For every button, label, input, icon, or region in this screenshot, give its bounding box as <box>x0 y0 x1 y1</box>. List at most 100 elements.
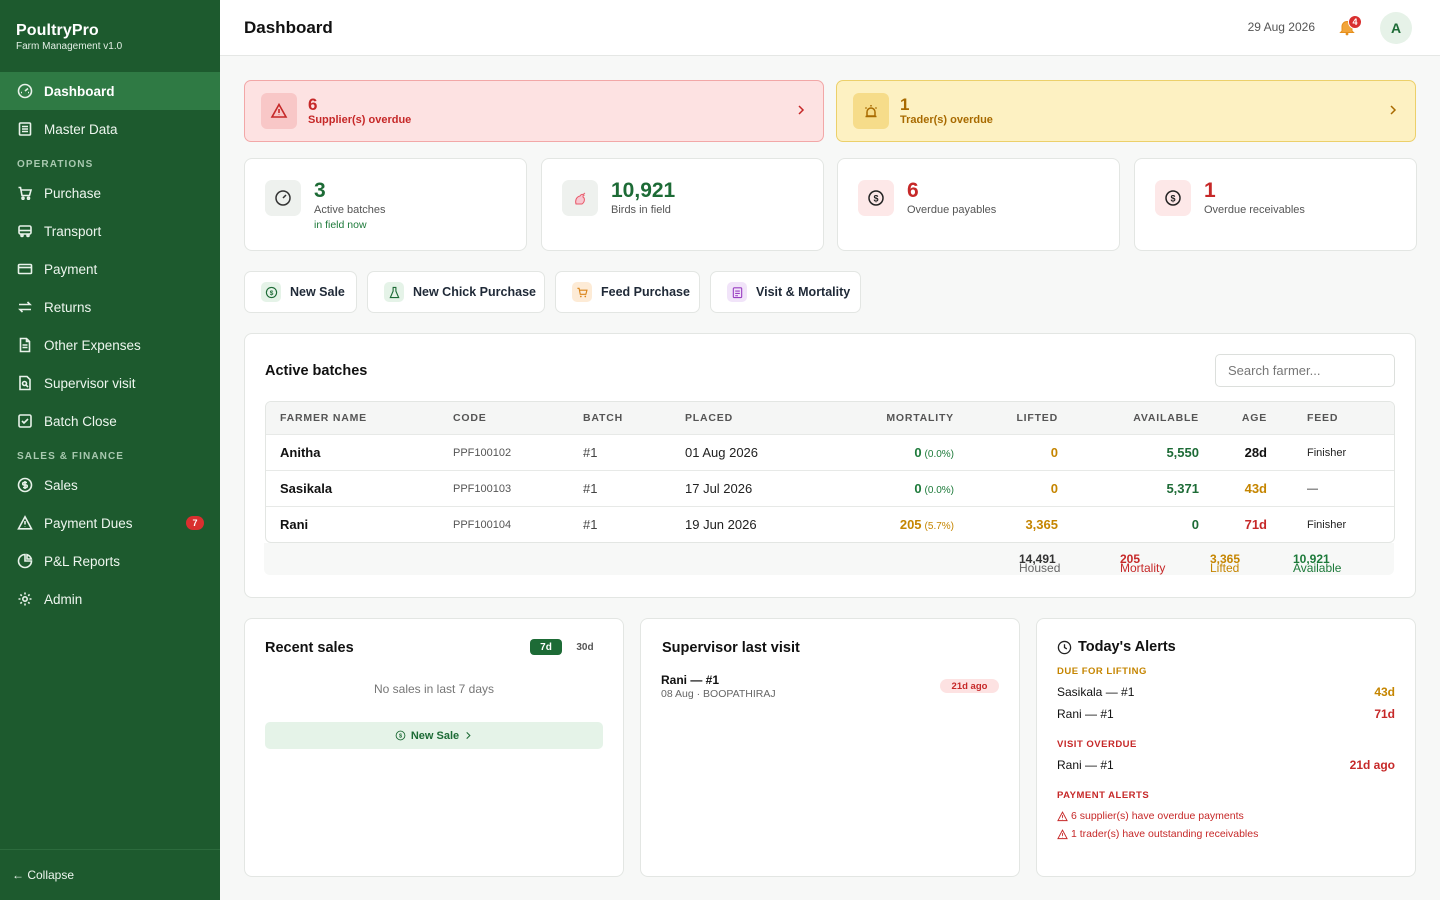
recent-sales-title: Recent sales <box>265 640 354 656</box>
col-lifted: LIFTED <box>1016 412 1058 424</box>
overdue-payables-label: Overdue payables <box>907 204 997 216</box>
col-mortality: MORTALITY <box>886 412 954 424</box>
sidebar-item-payment-dues[interactable]: Payment Dues 7 <box>0 504 220 542</box>
clock-icon <box>1057 640 1072 654</box>
sidebar-item-transport[interactable]: Transport <box>0 212 220 250</box>
sidebar-item-returns[interactable]: Returns <box>0 288 220 326</box>
batch-number: #1 <box>583 481 598 496</box>
housed-total: Housed 14,491 <box>1019 552 1060 575</box>
table-row[interactable]: Rani PPF100104 #1 19 Jun 2026 205 (5.7%) … <box>266 506 1394 542</box>
placed-date: 19 Jun 2026 <box>685 517 757 532</box>
available-total-label: Available <box>1293 561 1342 575</box>
list-item[interactable]: Rani — #1 21d ago <box>1057 758 1395 772</box>
placed-date: 01 Aug 2026 <box>685 445 759 460</box>
batch-number: #1 <box>583 445 598 460</box>
feed-purchase-button[interactable]: Feed Purchase <box>555 271 700 313</box>
sidebar-item-label: Master Data <box>44 121 118 137</box>
visit-details: 08 Aug · BOOPATHIRAJ <box>661 688 776 700</box>
sidebar-item-other-expenses[interactable]: Other Expenses <box>0 326 220 364</box>
suppliers-overdue-label: Supplier(s) overdue <box>308 114 412 126</box>
payment-alert-text: 1 trader(s) have outstanding receivables <box>1071 828 1259 840</box>
current-date: 29 Aug 2026 <box>1247 20 1315 34</box>
checkbox-icon <box>16 413 33 430</box>
table-row[interactable]: Anitha PPF100102 #1 01 Aug 2026 0 (0.0%) … <box>266 434 1394 470</box>
tab-30d[interactable]: 30d <box>576 641 594 653</box>
feed-value: — <box>1307 483 1318 495</box>
table-row[interactable]: Sasikala PPF100103 #1 17 Jul 2026 0 (0.0%… <box>266 470 1394 506</box>
batch-code: PPF100102 <box>453 447 512 459</box>
batches-totals: Housed 14,491 Mortality 205 Lifted 3,365… <box>264 543 1394 575</box>
active-batches-card[interactable]: 3 Active batches in field now <box>244 158 527 251</box>
list-item[interactable]: Sasikala — #1 43d <box>1057 685 1395 699</box>
payment-alert-item[interactable]: 1 trader(s) have outstanding receivables <box>1057 828 1258 840</box>
top-bar: Dashboard 29 Aug 2026 4 A <box>220 0 1440 56</box>
sidebar-item-supervisor-visit[interactable]: Supervisor visit <box>0 364 220 402</box>
col-batch: BATCH <box>583 412 623 424</box>
sidebar-item-payment[interactable]: Payment <box>0 250 220 288</box>
placed-date: 17 Jul 2026 <box>685 481 753 496</box>
chevron-right-icon <box>1387 104 1399 119</box>
new-sale-link-button[interactable]: $ New Sale <box>265 722 603 749</box>
lifting-batch-name: Sasikala — #1 <box>1057 685 1135 699</box>
sidebar-item-label: Payment Dues <box>44 515 133 531</box>
tab-7d[interactable]: 7d <box>530 639 562 655</box>
overdue-receivables-card[interactable]: $ 1 Overdue receivables <box>1134 158 1417 251</box>
lifting-batch-name: Rani — #1 <box>1057 707 1114 721</box>
dollar-circle-icon: $ <box>858 180 894 216</box>
sidebar-item-label: Transport <box>44 223 102 239</box>
due-for-lifting-heading: DUE FOR LIFTING <box>1057 666 1147 677</box>
available-value: 5,371 <box>1166 481 1199 496</box>
farmer-name: Sasikala <box>280 481 333 496</box>
sidebar-item-batch-close[interactable]: Batch Close <box>0 402 220 440</box>
collapse-button[interactable]: ← Collapse <box>0 849 220 900</box>
birds-in-field-card[interactable]: 10,921 Birds in field <box>541 158 824 251</box>
new-sale-button[interactable]: $ New Sale <box>244 271 357 313</box>
available-value: 5,550 <box>1166 445 1199 460</box>
payment-dues-badge: 7 <box>186 516 204 530</box>
farmer-name: Anitha <box>280 445 321 460</box>
search-farmer-input[interactable] <box>1215 354 1395 387</box>
avatar[interactable]: A <box>1380 12 1412 44</box>
sidebar-item-sales[interactable]: Sales <box>0 466 220 504</box>
document-icon <box>16 337 33 354</box>
mortality-cell: 0 (0.0%) <box>914 471 954 509</box>
lifted-total-label: Lifted <box>1210 561 1240 575</box>
chevron-right-icon <box>466 731 471 740</box>
page-title: Dashboard <box>244 18 333 37</box>
sidebar-item-label: P&L Reports <box>44 553 121 569</box>
sidebar-item-label: Sales <box>44 477 78 493</box>
sidebar-item-admin[interactable]: Admin <box>0 580 220 618</box>
gauge-icon <box>265 180 301 216</box>
supervisor-visit-title: Supervisor last visit <box>662 640 800 656</box>
traders-overdue-alert[interactable]: 1 Trader(s) overdue <box>836 80 1416 142</box>
traders-overdue-label: Trader(s) overdue <box>900 114 993 126</box>
payment-alerts-heading: PAYMENT ALERTS <box>1057 790 1150 801</box>
mortality-percent: (0.0%) <box>924 449 954 460</box>
brand-name: PoultryPro <box>16 22 99 39</box>
sidebar-item-pl-reports[interactable]: P&L Reports <box>0 542 220 580</box>
table-header: FARMER NAME CODE BATCH PLACED MORTALITY … <box>266 402 1394 434</box>
birds-in-field-label: Birds in field <box>611 204 671 216</box>
visit-batch-name: Rani — #1 <box>661 673 720 687</box>
no-sales-message: No sales in last 7 days <box>373 682 495 696</box>
suppliers-overdue-count: 6 <box>308 95 318 114</box>
dollar-circle-icon: $ <box>395 730 406 741</box>
sidebar-item-dashboard[interactable]: Dashboard <box>0 72 220 110</box>
dollar-circle-icon <box>16 477 33 494</box>
mortality-value: 0 <box>914 445 922 460</box>
pie-chart-icon <box>16 553 33 570</box>
new-chick-purchase-button[interactable]: New Chick Purchase <box>367 271 545 313</box>
sidebar-item-purchase[interactable]: Purchase <box>0 174 220 212</box>
overdue-payables-card[interactable]: $ 6 Overdue payables <box>837 158 1120 251</box>
col-available: AVAILABLE <box>1133 412 1199 424</box>
lifted-value: 0 <box>1050 481 1058 496</box>
suppliers-overdue-alert[interactable]: 6 Supplier(s) overdue <box>244 80 824 142</box>
svg-text:$: $ <box>399 734 402 740</box>
lifting-age: 43d <box>1374 685 1395 699</box>
visit-mortality-button[interactable]: Visit & Mortality <box>710 271 861 313</box>
sidebar-item-master-data[interactable]: Master Data <box>0 110 220 148</box>
overdue-receivables-value: 1 <box>1204 179 1216 202</box>
list-item[interactable]: Rani — #1 71d <box>1057 707 1395 721</box>
payment-alert-item[interactable]: 6 supplier(s) have overdue payments <box>1057 810 1244 822</box>
sidebar-item-label: Purchase <box>44 185 102 201</box>
